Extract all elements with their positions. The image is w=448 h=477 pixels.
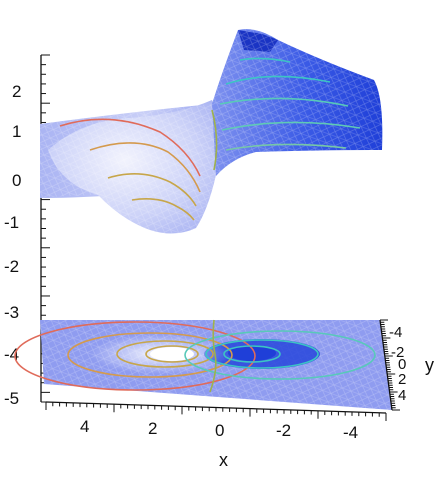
contour-plane-low-core	[150, 347, 194, 361]
surface-contour-3	[219, 97, 349, 107]
x-minor-ticks	[45, 402, 387, 421]
x-axis: 4 2 0 -2 -4 x	[45, 401, 387, 470]
x-tick-label-minus-4: -4	[343, 423, 358, 442]
z-tick-label-2: 2	[12, 82, 21, 101]
x-tick-label-0: 0	[215, 421, 224, 440]
y-tick-label-0: 0	[398, 356, 406, 373]
surface	[40, 29, 383, 234]
surface-contour-zero	[211, 109, 218, 171]
z-tick-label-minus-3: -3	[4, 303, 19, 322]
x-tick-label-2: 2	[148, 419, 157, 438]
surface-contour-2	[225, 75, 331, 85]
z-tick-label-minus-5: -5	[4, 389, 19, 408]
contour-lines-plane	[14, 319, 376, 393]
surface-contour-lines	[59, 57, 361, 221]
z-tick-label-1: 1	[12, 122, 21, 141]
plane-contour-1	[145, 345, 199, 363]
surface-contour-4	[221, 121, 361, 131]
y-tick-label-4: 4	[398, 387, 406, 404]
x-tick-label-minus-2: -2	[276, 421, 291, 440]
y-tick-label-minus-4: -4	[389, 324, 402, 341]
surface-contour-5	[225, 143, 347, 151]
surface-contour-7	[89, 142, 201, 193]
surface-contour-8	[107, 173, 197, 207]
plane-contour-6	[205, 339, 319, 369]
y-axis-title: y	[425, 355, 434, 375]
y-minor-ticks	[380, 319, 400, 411]
z-tick-label-0: 0	[12, 171, 21, 190]
surface-mesh-overlay	[40, 29, 383, 234]
z-tick-label-minus-2: -2	[4, 257, 19, 276]
contour-plane	[14, 319, 392, 410]
plane-contour-2	[116, 340, 214, 368]
plane-contour-zero	[209, 319, 217, 393]
z-tick-label-minus-1: -1	[4, 213, 19, 232]
plane-contour-4	[14, 321, 256, 391]
plane-contour-7	[184, 330, 376, 380]
surface-contour-6	[59, 118, 201, 177]
contour-plane-high-core	[228, 345, 276, 361]
surface-contour-9	[131, 198, 195, 221]
x-tick-label-4: 4	[80, 417, 89, 436]
y-tick-label-minus-2: -2	[391, 344, 404, 361]
y-axis: -4 -2 0 2 4 y	[379, 319, 434, 411]
y-tick-label-2: 2	[398, 371, 406, 388]
plane-contour-3	[67, 332, 233, 378]
plane-contour-5	[223, 345, 281, 363]
x-axis-title: x	[219, 450, 228, 470]
surface-contour-1	[239, 57, 291, 63]
